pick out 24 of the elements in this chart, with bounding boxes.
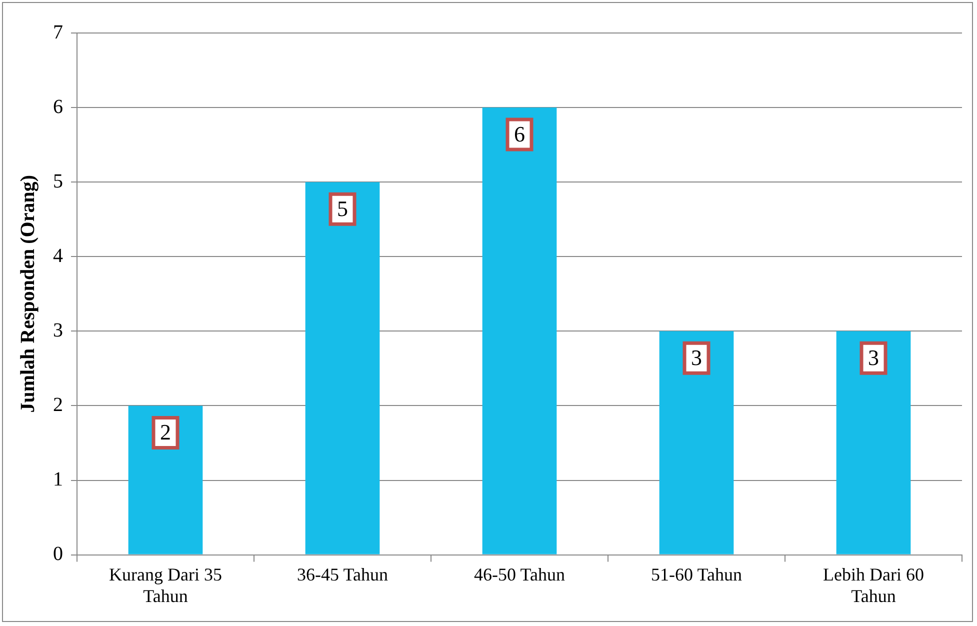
x-tick-label: Lebih Dari 60 Tahun	[823, 564, 924, 606]
bar	[305, 182, 380, 554]
bar	[482, 108, 557, 554]
y-tick-label: 0	[53, 543, 63, 566]
y-tick-label: 6	[53, 96, 63, 118]
x-tick-label: Kurang Dari 35 Tahun	[109, 564, 222, 606]
y-tick-label: 4	[53, 244, 63, 267]
bar	[659, 331, 734, 554]
data-label: 5	[337, 196, 348, 221]
bar	[128, 406, 203, 554]
y-tick-label: 7	[53, 21, 63, 44]
y-tick-label: 3	[53, 319, 63, 342]
y-axis-title: Jumlah Responden (Orang)	[17, 174, 40, 413]
y-tick-label: 1	[53, 468, 63, 491]
data-label: 6	[514, 121, 525, 146]
bar	[836, 331, 911, 554]
data-label: 3	[691, 344, 702, 370]
x-tick-label: 46-50 Tahun	[474, 564, 565, 584]
x-tick-label: 51-60 Tahun	[651, 564, 742, 584]
data-label: 2	[160, 419, 171, 444]
y-tick-label: 2	[53, 394, 63, 416]
x-tick-label: 36-45 Tahun	[297, 564, 388, 584]
y-tick-label: 5	[53, 170, 63, 192]
data-label: 3	[868, 344, 879, 370]
